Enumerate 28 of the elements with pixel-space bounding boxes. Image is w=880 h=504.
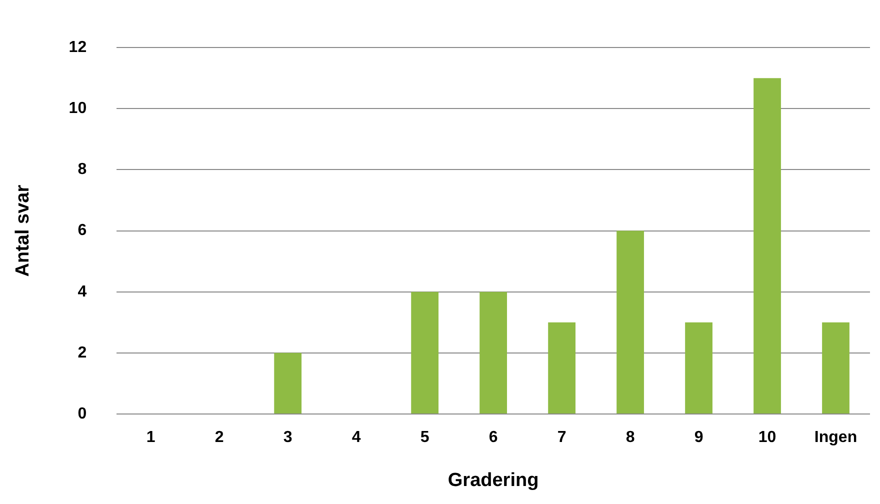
x-tick-label: 7 — [557, 429, 566, 446]
bar — [685, 322, 712, 414]
y-tick-label: 10 — [68, 100, 87, 118]
bar — [411, 292, 439, 414]
bar — [274, 352, 302, 414]
x-tick-label: 8 — [626, 429, 635, 446]
x-tick-label: 5 — [420, 429, 430, 446]
bar — [480, 292, 507, 414]
y-tick-label: 8 — [78, 161, 87, 178]
bar — [822, 322, 850, 414]
x-tick-label: 9 — [694, 429, 704, 446]
bar — [754, 78, 781, 414]
x-tick-label: 3 — [283, 429, 292, 446]
x-tick-label: 1 — [146, 429, 156, 446]
x-tick-label: 4 — [352, 429, 361, 446]
x-axis-title: Gradering — [448, 470, 539, 491]
x-tick-label: 2 — [214, 429, 224, 446]
y-tick-label: 12 — [68, 39, 87, 56]
bar — [548, 322, 576, 414]
bar — [616, 230, 644, 414]
y-tick-label: 4 — [78, 283, 87, 300]
y-tick-label: 0 — [78, 405, 87, 422]
y-axis-title: Antal svar — [12, 184, 34, 277]
x-tick-label: 6 — [488, 429, 498, 446]
x-tick-label: 10 — [758, 429, 776, 446]
y-tick-label: 6 — [78, 222, 87, 240]
x-tick-label: Ingen — [814, 429, 858, 446]
y-tick-label: 2 — [78, 344, 87, 362]
